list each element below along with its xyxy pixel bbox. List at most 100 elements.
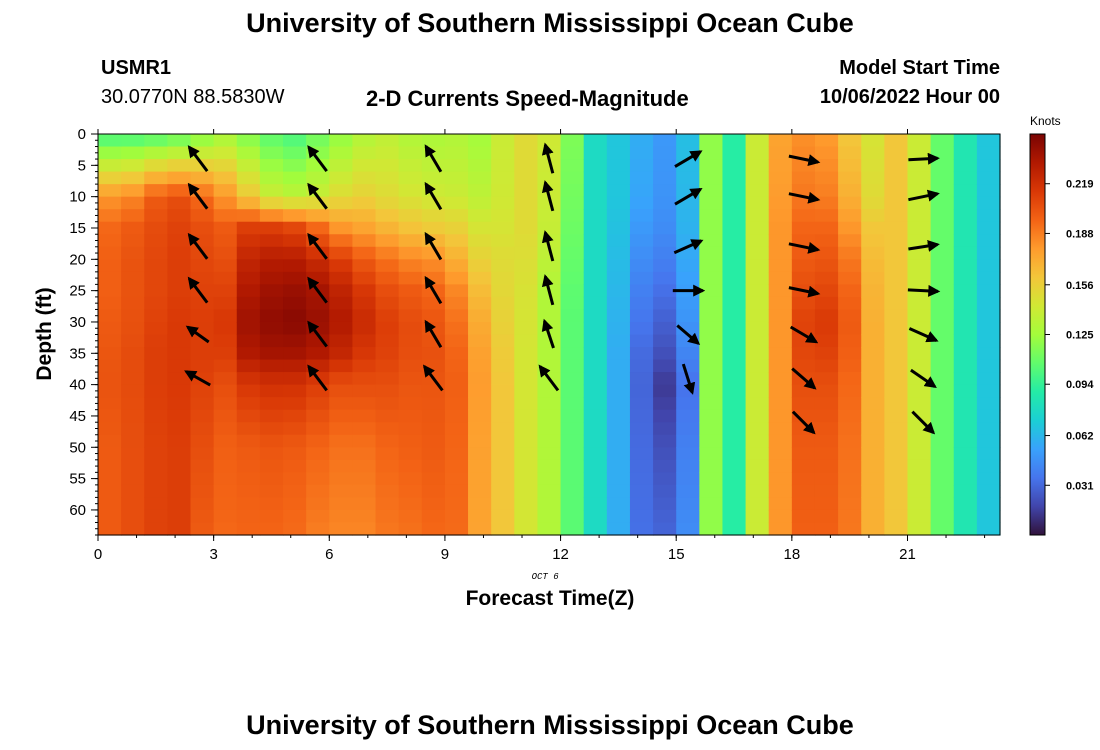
heatmap-cell [537,221,562,235]
heatmap-cell [98,134,122,148]
heatmap-cell [722,134,747,148]
heatmap-cell [861,409,885,423]
heatmap-cell [606,259,631,273]
heatmap-cell [629,409,654,423]
heatmap-cell [722,422,747,436]
heatmap-cell [768,246,793,260]
heatmap-cell [953,159,978,173]
heatmap-cell [699,271,724,285]
heatmap-cell [236,447,261,461]
heatmap-cell [953,447,978,461]
heatmap-cell [722,159,747,173]
heatmap-cell [629,334,654,348]
heatmap-cell [907,184,932,198]
heatmap-cell [421,472,446,486]
heatmap-cell [190,409,215,423]
heatmap-cell [329,146,354,160]
heatmap-cell [930,196,955,210]
heatmap-cell [861,372,885,386]
heatmap-cell [676,134,700,148]
heatmap-cell [352,472,377,486]
heatmap-cell [814,196,839,210]
x-tick-label: 6 [325,546,333,563]
heatmap-cell [190,522,215,536]
heatmap-cell [560,284,585,298]
heatmap-cell [306,259,330,273]
colorbar-tick-label: 0.031 [1066,480,1094,492]
heatmap-cell [930,321,955,336]
heatmap-cell [884,321,909,336]
heatmap-cell [491,146,515,160]
heatmap-cell [838,459,862,473]
heatmap-cell [930,459,955,473]
heatmap-cell [444,447,469,461]
heatmap-cell [259,447,284,461]
heatmap-cell [583,509,608,524]
heatmap-cell [676,434,700,448]
heatmap-cell [121,422,145,436]
heatmap-cell [306,509,330,524]
heatmap-cell [976,372,1001,386]
heatmap-cell [976,296,1001,311]
heatmap-cell [190,209,215,223]
heatmap-cell [190,459,215,473]
heatmap-cell [421,221,446,235]
heatmap-cell [606,284,631,298]
heatmap-cell [98,259,122,273]
current-vector-arrow [307,276,328,304]
model-start-label: Model Start Time [839,57,1000,79]
heatmap-cell [98,384,122,398]
heatmap-cell [953,347,978,361]
heatmap-cell [676,196,700,210]
heatmap-cell [976,397,1001,411]
heatmap-cell [167,497,192,511]
heatmap-cell [167,434,192,448]
heatmap-cell [560,484,585,499]
heatmap-cell [907,359,932,373]
heatmap-cell [629,384,654,398]
heatmap-cell [884,447,909,461]
heatmap-cell [259,184,284,198]
heatmap-cell [352,221,377,235]
heatmap-cell [930,484,955,499]
heatmap-cell [398,259,423,273]
heatmap-cell [98,522,122,536]
heatmap-cell [745,522,770,536]
heatmap-cell [907,347,932,361]
heatmap-cell [236,271,261,285]
heatmap-cell [352,422,377,436]
heatmap-cell [676,484,700,499]
heatmap-cell [236,434,261,448]
heatmap-cell [375,334,400,348]
heatmap-cell [560,134,585,148]
heatmap-cell [444,271,469,285]
heatmap-cell [514,359,539,373]
heatmap-cell [213,409,238,423]
heatmap-cell [444,284,469,298]
heatmap-cell [398,459,423,473]
heatmap-cell [838,359,862,373]
current-vector-arrow [788,285,821,298]
heatmap-cell [306,209,330,223]
heatmap-cell [606,422,631,436]
heatmap-cell [190,397,215,411]
heatmap-cell [537,209,562,223]
current-vector-arrow [541,180,555,212]
heatmap-cell [699,196,724,210]
current-vector-arrow [307,364,328,392]
heatmap-cell [861,497,885,511]
heatmap-cell [213,259,238,273]
heatmap-cell [722,397,747,411]
heatmap-cell [329,434,354,448]
heatmap-cell [606,409,631,423]
heatmap-cell [190,259,215,273]
heatmap-cell [468,271,492,285]
heatmap-cell [468,321,492,336]
heatmap-cell [259,484,284,499]
heatmap-cell [236,372,261,386]
heatmap-cell [953,359,978,373]
heatmap-cell [213,397,238,411]
heatmap-cell [699,259,724,273]
heatmap-cell [352,347,377,361]
